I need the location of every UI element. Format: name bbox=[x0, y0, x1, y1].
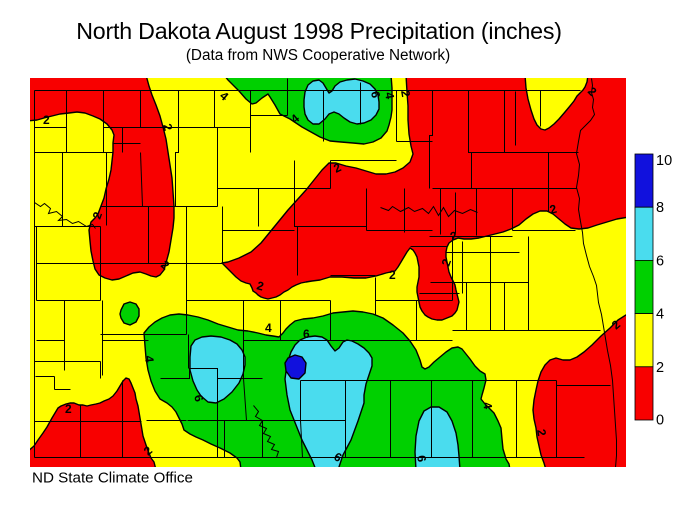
svg-text:8: 8 bbox=[656, 200, 664, 216]
svg-text:0: 0 bbox=[656, 413, 664, 429]
svg-text:4: 4 bbox=[480, 401, 495, 410]
svg-text:2: 2 bbox=[448, 228, 459, 244]
svg-text:2: 2 bbox=[656, 360, 664, 376]
svg-text:2: 2 bbox=[255, 278, 265, 293]
svg-text:(Data from NWS Cooperative Net: (Data from NWS Cooperative Network) bbox=[186, 47, 450, 64]
svg-text:2: 2 bbox=[90, 210, 106, 221]
svg-text:6: 6 bbox=[303, 327, 310, 341]
svg-text:4: 4 bbox=[142, 355, 157, 363]
svg-text:North Dakota August 1998 Preci: North Dakota August 1998 Precipitation (… bbox=[76, 18, 562, 44]
svg-text:6: 6 bbox=[414, 454, 429, 463]
svg-text:2: 2 bbox=[548, 202, 558, 217]
svg-text:2: 2 bbox=[43, 113, 50, 127]
svg-text:2: 2 bbox=[65, 402, 72, 416]
svg-text:2: 2 bbox=[534, 428, 549, 437]
svg-text:2: 2 bbox=[389, 268, 396, 282]
svg-text:6: 6 bbox=[368, 90, 383, 99]
svg-text:4: 4 bbox=[265, 321, 272, 335]
svg-text:2: 2 bbox=[398, 89, 413, 98]
svg-text:ND State Climate Office: ND State Climate Office bbox=[32, 470, 193, 487]
svg-text:6: 6 bbox=[656, 253, 664, 269]
svg-text:2: 2 bbox=[439, 257, 455, 268]
svg-text:4: 4 bbox=[382, 91, 397, 100]
svg-text:10: 10 bbox=[656, 153, 672, 169]
svg-text:6: 6 bbox=[191, 393, 206, 403]
svg-text:2: 2 bbox=[160, 122, 175, 132]
svg-text:4: 4 bbox=[656, 307, 664, 323]
